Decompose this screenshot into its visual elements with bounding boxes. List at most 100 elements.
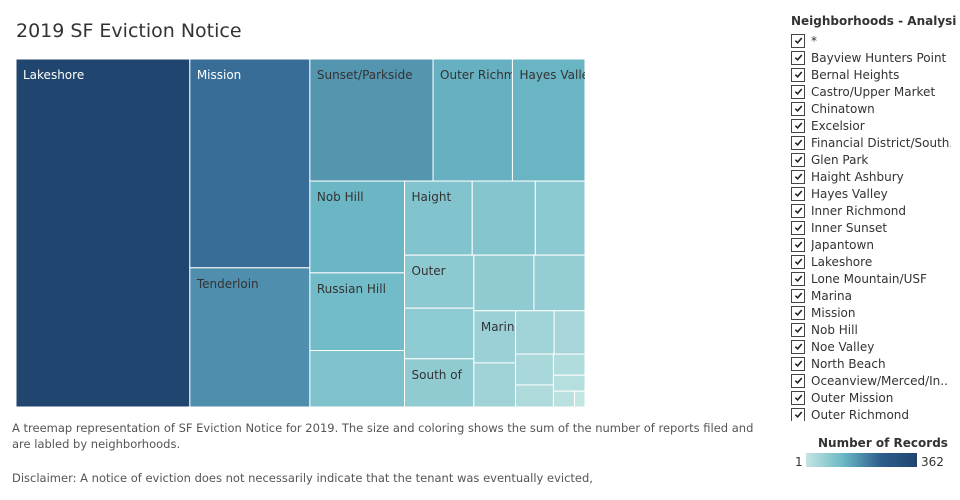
treemap-cell[interactable]: Russian Hill — [309, 272, 406, 352]
filter-item[interactable]: Inner Richmond — [791, 202, 956, 219]
treemap-cell[interactable] — [473, 362, 517, 407]
filter-item[interactable]: Hayes Valley — [791, 185, 956, 202]
treemap-cell[interactable] — [473, 254, 535, 312]
filter-item[interactable]: Nob Hill — [791, 321, 956, 338]
checkbox-checked-icon[interactable] — [791, 407, 805, 421]
checkbox-checked-icon[interactable] — [791, 118, 805, 133]
treemap-cell-rect[interactable] — [473, 254, 535, 312]
treemap-cell[interactable] — [471, 180, 536, 256]
checkbox-checked-icon[interactable] — [791, 135, 805, 150]
checkbox-checked-icon[interactable] — [791, 237, 805, 252]
checkbox-checked-icon[interactable] — [791, 254, 805, 269]
neighborhood-filter-list[interactable]: * Bayview Hunters Point Bernal Heights Cast… — [791, 32, 956, 421]
filter-item[interactable]: Glen Park — [791, 151, 956, 168]
treemap-cell-rect[interactable] — [552, 390, 575, 407]
treemap-cell-rect[interactable] — [309, 59, 434, 182]
treemap-cell-rect[interactable] — [471, 180, 536, 256]
treemap-cell-rect[interactable] — [16, 59, 191, 407]
filter-item-label: Financial District/South.. — [811, 135, 951, 150]
checkbox-checked-icon[interactable] — [791, 288, 805, 303]
checkbox-checked-icon[interactable] — [791, 339, 805, 354]
treemap-cell-rect[interactable] — [432, 59, 513, 182]
treemap-cell[interactable] — [573, 390, 585, 407]
filter-item[interactable]: Chinatown — [791, 100, 956, 117]
filter-item[interactable]: Marina — [791, 287, 956, 304]
treemap-cell-rect[interactable] — [189, 267, 311, 407]
filter-item[interactable]: Castro/Upper Market — [791, 83, 956, 100]
color-legend-bar — [806, 453, 917, 467]
treemap-cell[interactable] — [552, 390, 575, 407]
filter-item[interactable]: Oceanview/Merced/In.. — [791, 372, 956, 389]
filter-item[interactable]: Noe Valley — [791, 338, 956, 355]
checkbox-checked-icon[interactable] — [791, 84, 805, 99]
treemap-cell-rect[interactable] — [404, 254, 475, 309]
checkbox-checked-icon[interactable] — [791, 169, 805, 184]
treemap-cell-rect[interactable] — [473, 362, 517, 407]
treemap-cell-rect[interactable] — [189, 59, 311, 269]
treemap-cell[interactable] — [515, 384, 554, 407]
treemap-cell[interactable] — [533, 254, 585, 312]
checkbox-checked-icon[interactable] — [791, 390, 805, 405]
checkbox-checked-icon[interactable] — [791, 356, 805, 371]
treemap-cell-rect[interactable] — [309, 350, 406, 407]
checkbox-checked-icon[interactable] — [791, 101, 805, 116]
treemap-cell[interactable] — [515, 353, 554, 386]
filter-item[interactable]: Lone Mountain/USF — [791, 270, 956, 287]
filter-item[interactable]: North Beach — [791, 355, 956, 372]
treemap-cell[interactable] — [553, 310, 585, 355]
checkbox-checked-icon[interactable] — [791, 203, 805, 218]
filter-item[interactable]: Haight Ashbury — [791, 168, 956, 185]
treemap-cell-rect[interactable] — [515, 353, 554, 386]
treemap-cell[interactable]: Hayes Valley — [511, 59, 585, 182]
treemap-cell[interactable]: Nob Hill — [309, 180, 406, 274]
treemap-cell-rect[interactable] — [404, 307, 475, 360]
treemap-cell-rect[interactable] — [515, 384, 554, 407]
treemap-cell-rect[interactable] — [573, 390, 585, 407]
checkbox-checked-icon[interactable] — [791, 322, 805, 337]
filter-item[interactable]: Outer Richmond — [791, 406, 956, 421]
filter-item[interactable]: Mission — [791, 304, 956, 321]
filter-item[interactable]: Excelsior — [791, 117, 956, 134]
filter-item[interactable]: Outer Mission — [791, 389, 956, 406]
filter-item[interactable]: Inner Sunset — [791, 219, 956, 236]
treemap-cell[interactable]: Tenderloin — [189, 267, 311, 407]
filter-item[interactable]: Japantown — [791, 236, 956, 253]
treemap-cell[interactable] — [552, 374, 585, 392]
treemap-cell[interactable]: Marina — [473, 310, 522, 364]
treemap-cell-rect[interactable] — [553, 310, 585, 355]
checkbox-checked-icon[interactable] — [791, 67, 805, 82]
treemap-cell[interactable]: Sunset/Parkside — [309, 59, 434, 182]
checkbox-checked-icon[interactable] — [791, 373, 805, 388]
checkbox-checked-icon[interactable] — [791, 152, 805, 167]
treemap-chart[interactable]: Lakeshore Mission Tenderloin Sunset/Parksid… — [16, 59, 585, 407]
checkbox-checked-icon[interactable] — [791, 33, 805, 48]
filter-item[interactable]: Bayview Hunters Point — [791, 49, 956, 66]
treemap-cell[interactable]: Outer — [404, 254, 475, 309]
treemap-cell[interactable]: Haight — [404, 180, 473, 256]
treemap-cell[interactable] — [404, 307, 475, 360]
checkbox-checked-icon[interactable] — [791, 186, 805, 201]
filter-item[interactable]: Lakeshore — [791, 253, 956, 270]
treemap-cell-rect[interactable] — [515, 310, 555, 355]
treemap-cell-rect[interactable] — [552, 353, 585, 376]
checkbox-checked-icon[interactable] — [791, 271, 805, 286]
checkbox-checked-icon[interactable] — [791, 50, 805, 65]
filter-item[interactable]: Financial District/South.. — [791, 134, 956, 151]
treemap-cell-rect[interactable] — [552, 374, 585, 392]
treemap-cell-rect[interactable] — [533, 254, 585, 312]
checkbox-checked-icon[interactable] — [791, 305, 805, 320]
treemap-cell[interactable] — [309, 350, 406, 407]
treemap-cell-rect[interactable] — [404, 358, 475, 407]
treemap-cell[interactable]: South of — [404, 358, 475, 407]
checkbox-checked-icon[interactable] — [791, 220, 805, 235]
treemap-cell[interactable] — [515, 310, 555, 355]
filter-title[interactable]: Neighborhoods - Analysis .. — [791, 14, 956, 28]
treemap-cell[interactable]: Lakeshore — [16, 59, 191, 407]
treemap-cell-rect[interactable] — [534, 180, 585, 256]
treemap-cell[interactable] — [552, 353, 585, 376]
treemap-cell[interactable] — [534, 180, 585, 256]
treemap-cell[interactable]: Mission — [189, 59, 311, 269]
filter-item[interactable]: * — [791, 32, 956, 49]
treemap-cell-rect[interactable] — [473, 310, 517, 364]
filter-item[interactable]: Bernal Heights — [791, 66, 956, 83]
